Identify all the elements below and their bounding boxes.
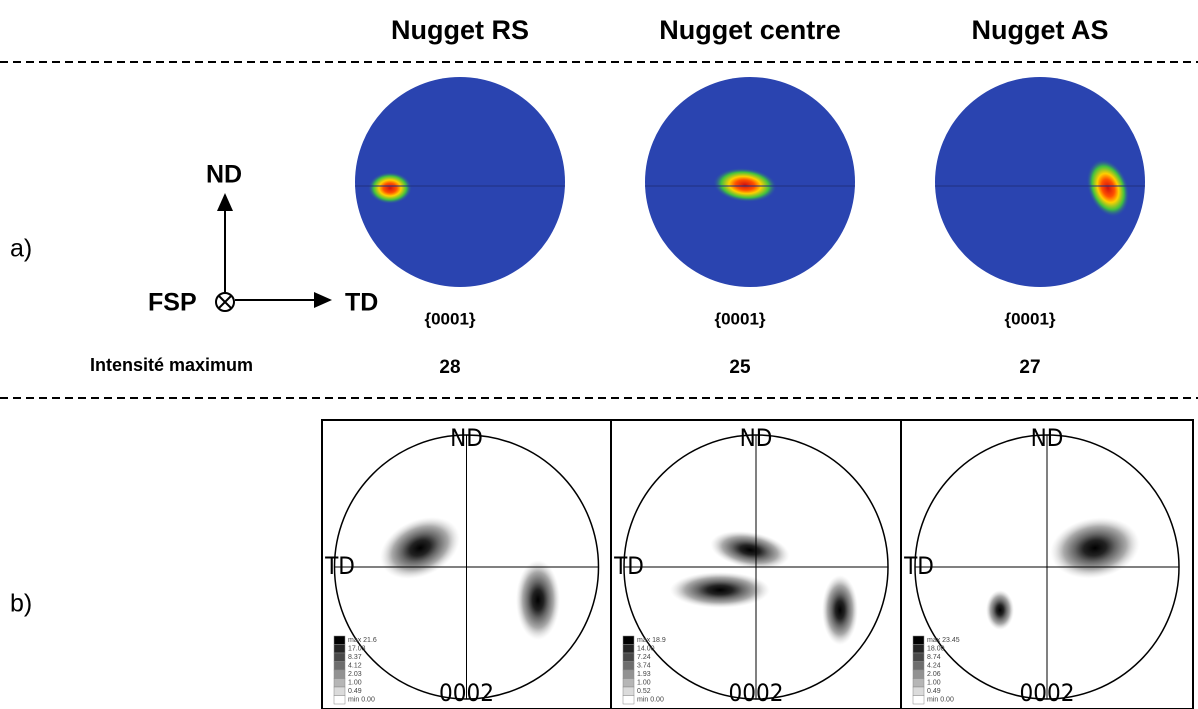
row-label: b)	[10, 590, 32, 618]
legend-swatch	[912, 661, 925, 671]
plane-label: {0001}	[424, 309, 475, 328]
legend-label: 7.24	[637, 654, 651, 661]
pole-label: 0002	[439, 679, 494, 707]
legend-label: 0.52	[637, 688, 651, 695]
legend-label: max 23.45	[927, 637, 960, 644]
legend-label: 4.24	[927, 662, 941, 669]
intensity-spot	[1086, 158, 1130, 218]
density-blob	[710, 530, 790, 570]
legend-swatch	[912, 686, 925, 696]
pole-label: 0002	[729, 679, 784, 707]
pole-label: ND	[1031, 424, 1064, 452]
axis-label: ND	[206, 161, 242, 189]
plane-label: {0001}	[714, 309, 765, 328]
column-header: Nugget centre	[659, 15, 841, 45]
legend-label: max 18.9	[637, 637, 666, 644]
legend-swatch	[912, 652, 925, 662]
axis-label: FSP	[148, 289, 197, 317]
pole-label: TD	[324, 552, 355, 580]
legend-swatch	[622, 686, 635, 696]
legend-swatch	[912, 695, 925, 705]
intensity-spot	[368, 172, 412, 204]
legend-swatch	[622, 652, 635, 662]
legend-swatch	[333, 686, 346, 696]
legend-swatch	[333, 644, 346, 654]
legend-swatch	[622, 661, 635, 671]
density-blob	[986, 590, 1014, 630]
max-intensity: 28	[439, 357, 460, 378]
row-label: Intensité maximum	[90, 355, 253, 375]
intensity-spot	[713, 167, 777, 203]
legend-label: min 0.00	[637, 696, 664, 703]
legend-swatch	[333, 695, 346, 705]
pole-figure	[935, 77, 1145, 287]
legend-label: 14.00	[637, 645, 655, 652]
legend-swatch	[912, 644, 925, 654]
legend-label: 0.49	[927, 688, 941, 695]
legend-swatch	[333, 669, 346, 679]
legend-swatch	[333, 635, 346, 645]
legend-label: 1.00	[348, 679, 362, 686]
legend-label: 2.03	[348, 671, 362, 678]
out-of-plane-symbol	[218, 295, 232, 309]
density-blob	[822, 575, 858, 645]
density-blob	[516, 560, 560, 640]
pole-figure	[355, 77, 565, 287]
legend-swatch	[912, 678, 925, 688]
density-blob	[670, 572, 770, 608]
legend-label: 4.12	[348, 662, 362, 669]
legend-swatch	[912, 669, 925, 679]
max-intensity: 25	[729, 357, 751, 378]
legend-label: min 0.00	[348, 696, 375, 703]
max-intensity: 27	[1019, 357, 1040, 378]
legend-swatch	[622, 678, 635, 688]
legend-swatch	[912, 635, 925, 645]
legend-label: 18.00	[927, 645, 945, 652]
legend-swatch	[622, 644, 635, 654]
legend-label: 1.00	[637, 679, 651, 686]
legend-swatch	[333, 661, 346, 671]
legend-swatch	[622, 695, 635, 705]
legend-label: 3.74	[637, 662, 651, 669]
density-blob	[1050, 517, 1140, 579]
row-label: a)	[10, 235, 32, 263]
legend-label: 8.37	[348, 654, 362, 661]
density-blob	[380, 517, 460, 579]
legend-label: 0.49	[348, 688, 362, 695]
legend-label: 17.03	[348, 645, 366, 652]
legend-label: 8.74	[927, 654, 941, 661]
legend-label: 1.00	[927, 679, 941, 686]
legend-swatch	[333, 678, 346, 688]
legend-swatch	[622, 669, 635, 679]
legend-label: 1.93	[637, 671, 651, 678]
plane-label: {0001}	[1004, 309, 1055, 328]
legend-label: max 21.6	[348, 637, 377, 644]
legend-swatch	[622, 635, 635, 645]
pole-label: 0002	[1020, 679, 1075, 707]
column-header: Nugget RS	[391, 15, 529, 45]
pole-label: ND	[740, 424, 773, 452]
pole-label: TD	[903, 552, 934, 580]
pole-label: ND	[450, 424, 483, 452]
legend-label: min 0.00	[927, 696, 954, 703]
pole-label: TD	[613, 552, 644, 580]
legend-label: 2.06	[927, 671, 941, 678]
column-header: Nugget AS	[972, 15, 1109, 45]
legend-swatch	[333, 652, 346, 662]
axis-label: TD	[345, 289, 378, 317]
